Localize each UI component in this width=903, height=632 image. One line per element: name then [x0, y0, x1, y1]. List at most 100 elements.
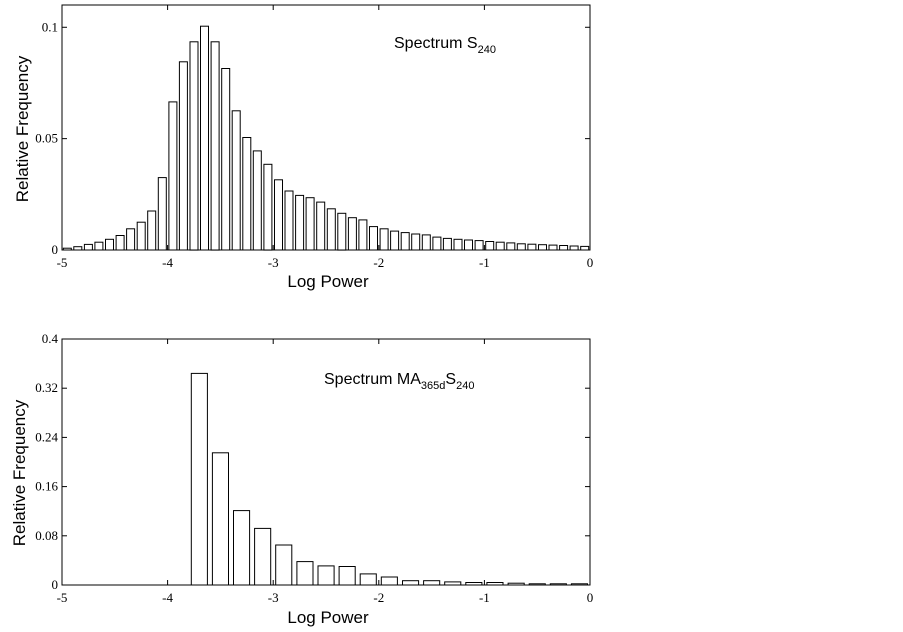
top-chart-bar — [200, 25, 209, 251]
top-chart-bar — [347, 217, 357, 251]
bottom-chart-bars — [190, 372, 589, 586]
top-chart-bar — [284, 190, 294, 251]
top-chart-bar — [379, 228, 389, 251]
bottom-chart: -5 -4 -3 -2 -1 0 0 0.08 0.16 0.24 0.32 0.4 Spectrum… — [10, 331, 593, 627]
top-chart-bar — [516, 243, 526, 251]
top-chart-bar — [126, 228, 136, 251]
top-chart-bar — [580, 245, 590, 251]
bottom-chart-xtick-label: -5 — [57, 590, 68, 605]
top-chart-bar — [274, 179, 283, 251]
bottom-chart-ticks: -5 -4 -3 -2 -1 0 0 0.08 0.16 0.24 0.32 0.4 — [35, 331, 593, 605]
top-chart-bar — [221, 68, 231, 251]
bottom-chart-xtick-label: -3 — [268, 590, 279, 605]
top-chart-bar — [453, 238, 463, 251]
top-chart-xtick-label: 0 — [587, 255, 594, 270]
top-chart-bar — [157, 177, 167, 251]
bottom-chart-bar — [254, 527, 272, 586]
top-chart-bar — [178, 61, 188, 251]
top-chart-bar — [485, 241, 495, 251]
top-chart-title-main: Spectrum S — [394, 35, 478, 52]
top-chart-bar — [94, 241, 104, 251]
top-chart-bar — [105, 238, 114, 251]
top-chart-bar — [369, 226, 378, 251]
top-chart-xtick-label: -4 — [162, 255, 173, 270]
top-chart-bar — [136, 221, 146, 251]
bottom-chart-frame — [61, 338, 591, 586]
top-chart-bar — [411, 233, 421, 251]
top-chart-bar — [432, 236, 442, 251]
top-chart-bar — [83, 243, 93, 251]
bottom-chart-xlabel: Log Power — [287, 608, 369, 627]
top-chart-bar — [400, 232, 410, 251]
top-chart-bar — [242, 137, 252, 251]
top-chart-bar — [527, 243, 537, 251]
top-chart-xtick-label: -5 — [57, 255, 68, 270]
top-chart-bar — [305, 197, 315, 251]
bottom-chart-bar — [423, 580, 441, 586]
top-chart-bar — [559, 245, 569, 251]
top-chart-bars — [62, 25, 590, 251]
top-chart-bar — [252, 150, 262, 251]
bottom-chart-xtick-label: 0 — [587, 590, 594, 605]
bottom-chart-bar — [402, 580, 420, 586]
top-chart-bar — [115, 235, 125, 251]
bottom-chart-bar — [296, 561, 314, 586]
top-chart-ticks: -5 -4 -3 -2 -1 0 0 0.05 0.1 — [35, 5, 593, 270]
bottom-chart-bar — [380, 576, 398, 586]
top-chart-bar — [168, 101, 178, 251]
bottom-chart-bar — [190, 372, 208, 586]
bottom-chart-ytick-label: 0.32 — [35, 380, 58, 395]
bottom-chart-bar — [211, 452, 229, 586]
bottom-chart-title-subscript-1: 365d — [421, 380, 445, 392]
top-chart-ytick-label: 0 — [52, 242, 59, 257]
top-chart-bar — [390, 230, 400, 251]
bottom-chart-bar — [338, 566, 356, 586]
top-chart-bar — [231, 110, 241, 251]
top-chart-bar — [147, 210, 157, 251]
top-chart-bar — [358, 219, 368, 251]
top-chart-ytick-label: 0.1 — [42, 19, 58, 34]
bottom-chart-bar — [317, 565, 335, 586]
top-chart-bar — [337, 212, 347, 251]
bottom-chart-ytick-label: 0.24 — [35, 429, 58, 444]
bottom-chart-ytick-label: 0.08 — [35, 528, 58, 543]
top-chart-xtick-label: -1 — [479, 255, 490, 270]
bottom-chart-ylabel: Relative Frequency — [10, 399, 29, 546]
bottom-chart-title-main: Spectrum MA — [324, 371, 421, 388]
bottom-chart-title-subscript-2: 240 — [456, 380, 474, 392]
top-chart-bar — [474, 240, 484, 251]
bottom-chart-bar — [233, 510, 251, 586]
bottom-chart-ytick-label: 0.16 — [35, 479, 58, 494]
bottom-chart-title-mid: S — [445, 371, 456, 388]
top-chart-bar — [495, 241, 505, 251]
top-chart-xlabel: Log Power — [287, 272, 369, 291]
top-chart-bar — [506, 242, 516, 251]
bottom-chart-xtick-label: -2 — [373, 590, 384, 605]
top-chart-bar — [295, 194, 305, 251]
top-chart-ytick-label: 0.05 — [35, 131, 58, 146]
top-chart-ylabel: Relative Frequency — [13, 55, 32, 202]
bottom-chart-ytick-label: 0.4 — [42, 331, 59, 346]
top-chart-bar — [548, 244, 558, 251]
top-chart-bar — [263, 163, 273, 251]
bottom-chart-ytick-label: 0 — [52, 577, 59, 592]
top-chart: -5 -4 -3 -2 -1 0 0 0.05 0.1 Spectrum S240 Log Po… — [13, 4, 593, 291]
top-chart-title: Spectrum S240 — [394, 35, 496, 56]
bottom-chart-title: Spectrum MA365dS240 — [324, 371, 474, 392]
top-chart-bar — [189, 41, 199, 251]
top-chart-bar — [464, 239, 473, 251]
top-chart-bar — [210, 41, 220, 251]
bottom-chart-xtick-label: -1 — [479, 590, 490, 605]
top-chart-bar — [421, 234, 431, 251]
top-chart-bar — [538, 244, 547, 251]
bottom-chart-xtick-label: -4 — [162, 590, 173, 605]
top-chart-bar — [442, 237, 452, 251]
bottom-chart-bar — [275, 544, 293, 586]
top-chart-bar — [316, 201, 326, 251]
bottom-chart-bar — [359, 573, 377, 586]
top-chart-bar — [326, 208, 336, 251]
top-chart-title-subscript: 240 — [478, 44, 496, 56]
top-chart-frame — [61, 4, 591, 251]
top-chart-xtick-label: -3 — [268, 255, 279, 270]
